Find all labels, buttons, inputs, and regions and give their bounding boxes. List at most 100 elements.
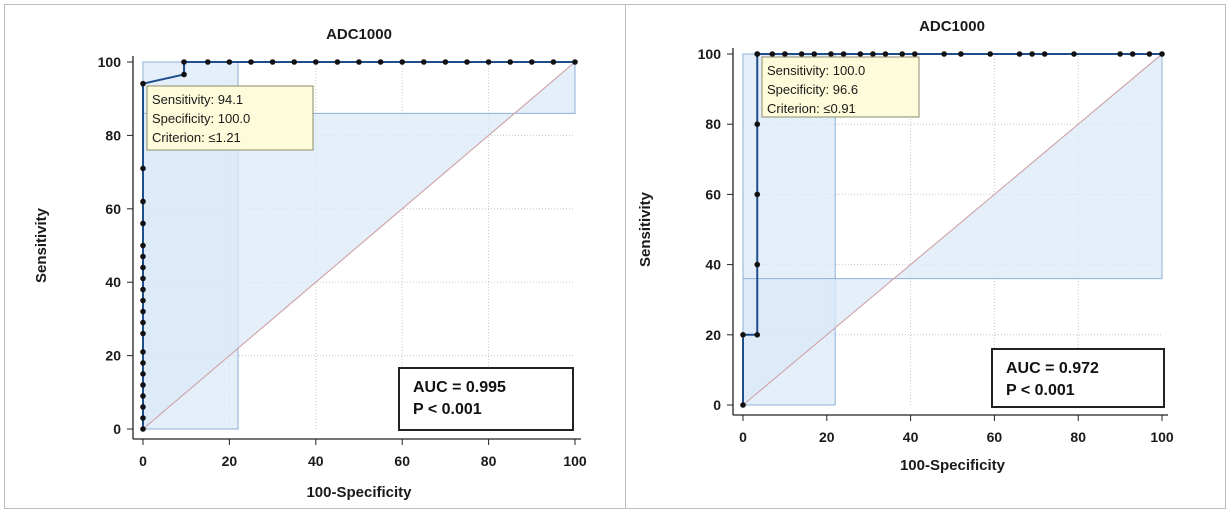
roc-data-point <box>754 51 761 57</box>
auc-value-label: AUC = 0.972 <box>1006 360 1099 377</box>
roc-data-point <box>181 59 187 65</box>
roc-data-point <box>870 51 876 57</box>
y-tick-label: 40 <box>705 257 721 273</box>
roc-data-point <box>140 165 146 172</box>
x-tick-label: 0 <box>139 453 147 469</box>
roc-data-point <box>140 253 146 260</box>
roc-data-point <box>140 80 146 87</box>
y-axis-title: Sensitivity <box>33 207 50 283</box>
roc-data-point <box>857 51 864 57</box>
roc-data-point <box>140 198 146 205</box>
roc-data-point <box>248 59 254 65</box>
roc-data-point <box>1071 51 1077 57</box>
x-tick-label: 0 <box>739 429 747 445</box>
tooltip-specificity: Specificity: 96.6 <box>767 82 858 97</box>
roc-data-point <box>1016 51 1023 57</box>
p-value-label: P < 0.001 <box>413 401 482 418</box>
tooltip-criterion: Criterion: ≤0.91 <box>767 101 856 116</box>
roc-data-point <box>140 264 146 271</box>
y-tick-label: 60 <box>105 201 121 217</box>
y-tick-label: 80 <box>105 127 121 143</box>
x-axis-title: 100-Specificity <box>306 484 412 501</box>
y-tick-label: 100 <box>698 46 722 62</box>
x-tick-label: 20 <box>819 429 835 445</box>
roc-data-point <box>899 51 906 57</box>
roc-data-point <box>291 59 298 65</box>
roc-data-point <box>181 71 187 78</box>
roc-data-point <box>464 59 470 65</box>
roc-data-point <box>140 415 146 421</box>
y-tick-label: 100 <box>98 54 122 70</box>
roc-data-point <box>421 59 427 65</box>
reference-diagonal-line <box>742 53 1163 406</box>
roc-data-point <box>140 349 146 355</box>
roc-data-point <box>1159 51 1165 57</box>
roc-data-point <box>798 51 805 57</box>
auc-value-label: AUC = 0.995 <box>413 379 506 396</box>
roc-data-point <box>377 59 384 65</box>
y-tick-label: 0 <box>713 397 721 413</box>
y-axis-title: Sensitivity <box>637 191 654 267</box>
roc-data-point <box>811 51 818 57</box>
roc-data-point <box>140 382 146 388</box>
tooltip-sensitivity: Sensitivity: 100.0 <box>767 63 865 78</box>
tooltip-criterion: Criterion: ≤1.21 <box>152 130 241 145</box>
y-tick-label: 80 <box>705 116 721 132</box>
roc-data-point <box>958 51 964 57</box>
criterion-tooltip-box <box>761 56 920 118</box>
roc-data-point <box>140 393 146 399</box>
roc-data-point <box>485 59 492 65</box>
roc-data-point <box>987 51 994 57</box>
x-tick-label: 40 <box>903 429 919 445</box>
roc-data-point <box>769 51 776 57</box>
roc-data-point <box>550 59 557 65</box>
tooltip-sensitivity: Sensitivity: 94.1 <box>152 92 243 107</box>
roc-data-point <box>140 297 146 304</box>
tooltip-specificity: Specificity: 100.0 <box>152 111 250 126</box>
roc-data-point <box>140 404 146 410</box>
roc-data-point <box>313 59 319 65</box>
roc-data-point <box>941 51 947 57</box>
figure-table-frame <box>4 4 1226 509</box>
roc-data-point <box>140 319 146 326</box>
chart-title: ADC1000 <box>919 18 985 35</box>
roc-data-point <box>828 51 834 57</box>
roc-data-point <box>840 51 847 57</box>
roc-data-point <box>140 286 146 293</box>
y-tick-label: 40 <box>105 274 121 290</box>
y-tick-label: 0 <box>113 421 121 437</box>
roc-data-point <box>442 59 449 65</box>
figure-cell-divider <box>625 4 626 509</box>
x-tick-label: 80 <box>481 453 497 469</box>
y-tick-label: 60 <box>705 186 721 202</box>
roc-data-point <box>740 332 746 338</box>
roc-data-point <box>507 59 513 65</box>
y-tick-label: 20 <box>705 327 721 343</box>
y-tick-label: 20 <box>105 348 121 364</box>
roc-data-point <box>140 220 146 227</box>
roc-data-point <box>1029 51 1035 57</box>
roc-data-point <box>269 59 276 65</box>
roc-data-point <box>1146 51 1153 57</box>
roc-data-point <box>140 275 146 282</box>
roc-data-point <box>205 59 211 65</box>
x-tick-label: 60 <box>987 429 1003 445</box>
auc-stats-box <box>991 348 1165 408</box>
roc-data-point <box>140 242 146 249</box>
roc-chart-left: 0 20 40 60 80 100 0 20 40 60 80 100 ADC1000 100-Speci… <box>33 26 587 501</box>
roc-data-point <box>754 121 761 127</box>
x-axis-title: 100-Specificity <box>900 457 1006 474</box>
roc-data-point <box>740 402 746 408</box>
roc-data-point <box>1117 51 1123 57</box>
auc-stats-box <box>398 367 574 431</box>
roc-data-point <box>140 426 146 432</box>
roc-data-point <box>226 59 233 65</box>
roc-data-point <box>140 371 146 377</box>
roc-data-point <box>754 191 761 198</box>
x-tick-label: 40 <box>308 453 324 469</box>
roc-data-point <box>529 59 535 65</box>
roc-data-point <box>911 51 918 57</box>
roc-data-point <box>140 330 146 337</box>
criterion-tooltip-box <box>146 85 314 151</box>
